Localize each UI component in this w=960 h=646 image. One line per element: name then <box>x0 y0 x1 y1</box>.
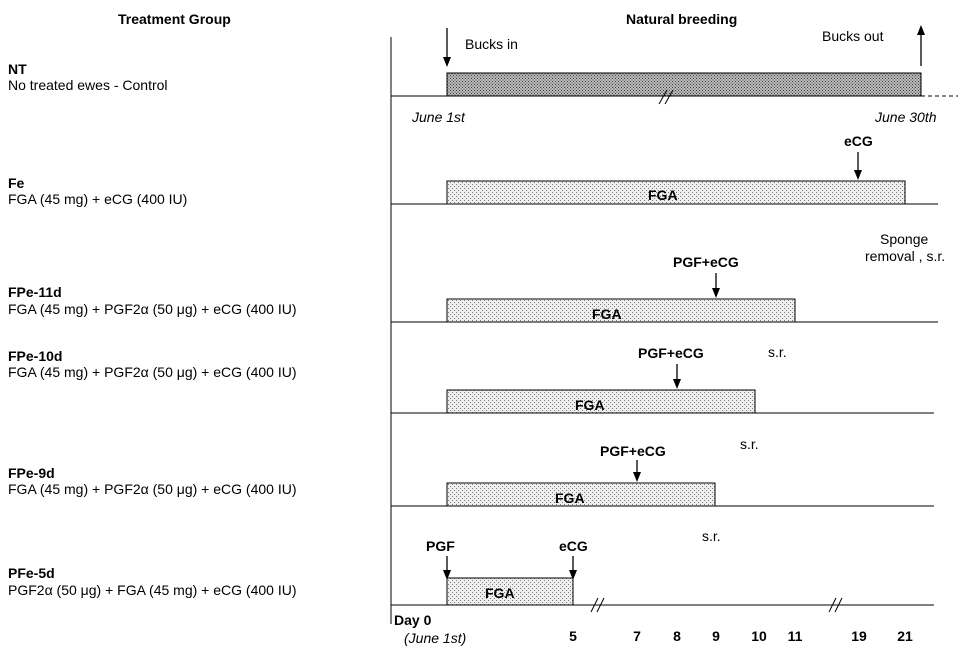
fpe11-pgf-ecg-label: PGF+eCG <box>673 254 739 270</box>
day-tick-19: 19 <box>851 628 867 644</box>
group-desc-fe: FGA (45 mg) + eCG (400 IU) <box>8 191 188 207</box>
fpe10-fga-label: FGA <box>575 397 605 413</box>
fpe11-pgf-ecg-arrow-head <box>712 288 720 298</box>
sponge-removal-label-line2: removal , s.r. <box>865 248 946 264</box>
fe-fga-label: FGA <box>648 187 678 203</box>
group-desc-nt: No treated ewes - Control <box>8 77 168 93</box>
fe-ecg-arrow-head <box>854 170 862 180</box>
day0-date-label: (June 1st) <box>404 630 467 646</box>
group-name-nt: NT <box>8 61 27 77</box>
day-tick-5: 5 <box>569 628 577 644</box>
bucks-out-label: Bucks out <box>822 28 884 44</box>
day-tick-9: 9 <box>712 628 720 644</box>
group-desc-fpe-11d: FGA (45 mg) + PGF2α (50 μg) + eCG (400 I… <box>8 301 297 317</box>
fe-ecg-label: eCG <box>844 133 873 149</box>
fpe10-pgf-ecg-label: PGF+eCG <box>638 345 704 361</box>
group-name-fpe-9d: FPe-9d <box>8 465 55 481</box>
day-tick-21: 21 <box>897 628 913 644</box>
bucks-in-label: Bucks in <box>465 36 518 52</box>
pfe5-break-marks-2 <box>828 597 843 613</box>
pfe5-pgf-label: PGF <box>426 538 455 554</box>
nt-break-marks <box>658 89 674 105</box>
pfe5-break-marks-1 <box>590 597 605 613</box>
bucks-out-arrow-head <box>917 25 925 35</box>
day-tick-8: 8 <box>673 628 681 644</box>
nt-breeding-bar <box>446 72 922 97</box>
group-name-pfe-5d: PFe-5d <box>8 565 55 581</box>
fpe9-pgf-ecg-label: PGF+eCG <box>600 443 666 459</box>
fpe11-fga-label: FGA <box>592 306 622 322</box>
june-1st-label: June 1st <box>412 109 465 125</box>
day-tick-7: 7 <box>633 628 641 644</box>
group-desc-fpe-9d: FGA (45 mg) + PGF2α (50 μg) + eCG (400 I… <box>8 481 297 497</box>
fpe9-pgf-ecg-arrow-head <box>633 472 641 482</box>
fpe10-sr-label: s.r. <box>740 436 759 452</box>
fpe9-fga-bar <box>446 482 716 507</box>
pfe5-ecg-arrow-head <box>569 570 577 580</box>
day-tick-10: 10 <box>751 628 767 644</box>
pfe5-pgf-arrow-head <box>443 570 451 580</box>
fpe10-pgf-ecg-arrow-head <box>673 379 681 389</box>
group-name-fpe-10d: FPe-10d <box>8 348 63 364</box>
pfe5-fga-bar <box>446 577 574 606</box>
june-30th-label: June 30th <box>875 109 937 125</box>
header-treatment-group: Treatment Group <box>118 11 231 27</box>
bucks-in-arrow-head <box>443 57 451 67</box>
day-tick-11: 11 <box>787 628 803 644</box>
pfe5-ecg-label: eCG <box>559 538 588 554</box>
day0-label: Day 0 <box>394 612 432 628</box>
fe-fga-bar <box>446 180 906 205</box>
group-desc-fpe-10d: FGA (45 mg) + PGF2α (50 μg) + eCG (400 I… <box>8 364 297 380</box>
fpe10-fga-bar <box>446 389 756 414</box>
fpe9-fga-label: FGA <box>555 490 585 506</box>
header-natural-breeding: Natural breeding <box>626 11 738 27</box>
group-name-fpe-11d: FPe-11d <box>8 284 62 300</box>
pfe5-fga-label: FGA <box>485 585 515 601</box>
sponge-removal-label-line1: Sponge <box>880 231 929 247</box>
fpe11-sr-label: s.r. <box>768 344 787 360</box>
group-desc-pfe-5d: PGF2α (50 μg) + FGA (45 mg) + eCG (400 I… <box>8 582 297 598</box>
fpe9-sr-label: s.r. <box>702 528 721 544</box>
fpe11-fga-bar <box>446 298 796 323</box>
group-name-fe: Fe <box>8 175 25 191</box>
